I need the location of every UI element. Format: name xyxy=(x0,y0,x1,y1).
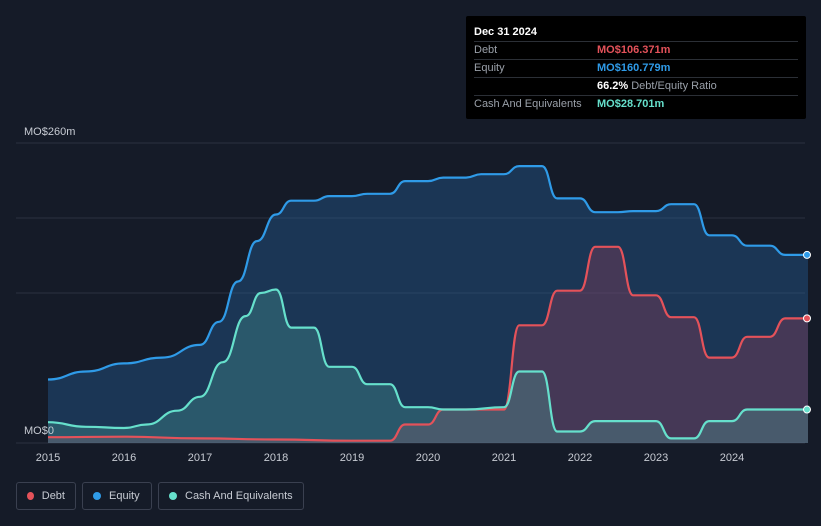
x-tick-label: 2020 xyxy=(416,452,440,464)
line-cash-and-equivalents xyxy=(47,288,808,440)
grid-lines xyxy=(16,142,805,444)
line-debt xyxy=(47,245,808,442)
line-equity xyxy=(47,164,808,381)
endpoint-debt xyxy=(803,314,811,323)
endpoint-cash-and-equivalents xyxy=(803,405,811,414)
tooltip-row-cash: Cash And Equivalents MO$28.701m xyxy=(474,95,798,113)
cash-legend-dot xyxy=(169,492,177,500)
tooltip-panel: Dec 31 2024 Debt MO$106.371m Equity MO$1… xyxy=(466,16,806,119)
series-endpoints xyxy=(803,250,811,414)
area-debt xyxy=(48,246,808,443)
legend-item-equity[interactable]: Equity xyxy=(82,482,152,510)
x-tick-label: 2023 xyxy=(644,452,668,464)
tooltip-row-ratio: 66.2% Debt/Equity Ratio xyxy=(474,77,798,95)
x-tick-label: 2021 xyxy=(492,452,516,464)
debt-legend-dot xyxy=(27,492,34,500)
x-tick-label: 2016 xyxy=(112,452,136,464)
y-axis-top-label: MO$260m xyxy=(24,126,75,138)
x-tick-label: 2024 xyxy=(720,452,744,464)
legend-item-debt[interactable]: Debt xyxy=(16,482,76,510)
equity-legend-dot xyxy=(93,492,101,500)
legend-equity-label: Equity xyxy=(109,490,140,502)
y-axis-bottom-label: MO$0 xyxy=(24,425,54,437)
tooltip-debt-label: Debt xyxy=(474,44,498,56)
x-axis-ticks: 2015 2016 2017 2018 2019 2020 2021 2022 2023 2024 xyxy=(36,452,744,464)
tooltip-debt-value: MO$106.371m xyxy=(597,44,671,56)
legend-debt-label: Debt xyxy=(41,490,65,502)
endpoint-equity xyxy=(803,250,811,259)
tooltip-equity-value: MO$160.779m xyxy=(597,62,671,74)
legend-cash-label: Cash And Equivalents xyxy=(185,490,293,502)
series-lines xyxy=(47,164,808,442)
tooltip-row-equity: Equity MO$160.779m xyxy=(474,59,798,77)
tooltip-cash-value: MO$28.701m xyxy=(597,98,665,110)
x-tick-label: 2018 xyxy=(264,452,288,464)
tooltip-ratio-label xyxy=(474,78,597,95)
tooltip-equity-label: Equity xyxy=(474,62,505,74)
x-tick-label: 2019 xyxy=(340,452,364,464)
x-tick-label: 2017 xyxy=(188,452,212,464)
tooltip-ratio-value: 66.2% xyxy=(597,80,629,92)
tooltip-date: Dec 31 2024 xyxy=(474,26,537,38)
legend-item-cash[interactable]: Cash And Equivalents xyxy=(158,482,304,510)
tooltip-cash-label: Cash And Equivalents xyxy=(474,98,582,110)
x-tick-label: 2022 xyxy=(568,452,592,464)
series-areas xyxy=(48,166,808,443)
x-tick-label: 2015 xyxy=(36,452,60,464)
tooltip-row-debt: Debt MO$106.371m xyxy=(474,41,798,59)
tooltip-ratio-caption: Debt/Equity Ratio xyxy=(631,80,717,92)
area-equity xyxy=(48,166,808,443)
